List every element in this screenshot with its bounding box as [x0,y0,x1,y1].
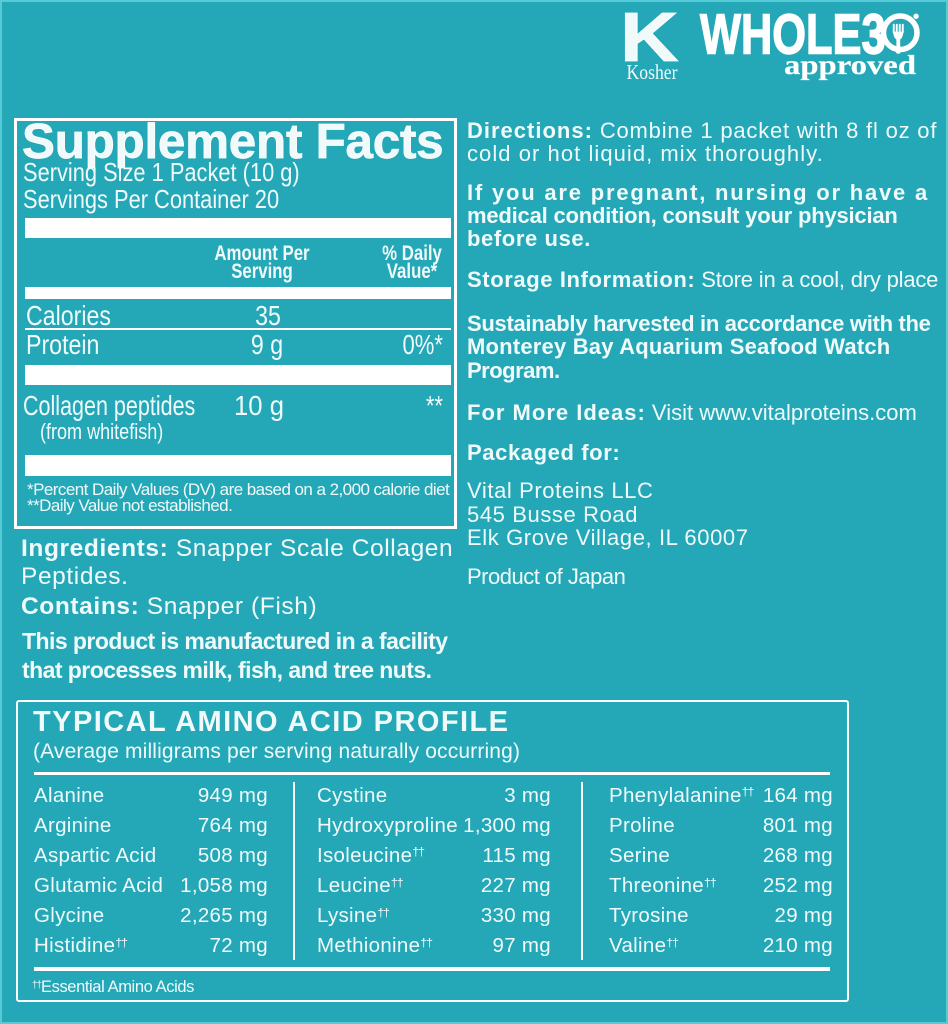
svg-text:WHOLE3: WHOLE3 [700,8,886,66]
svg-text:approved: approved [784,50,916,80]
